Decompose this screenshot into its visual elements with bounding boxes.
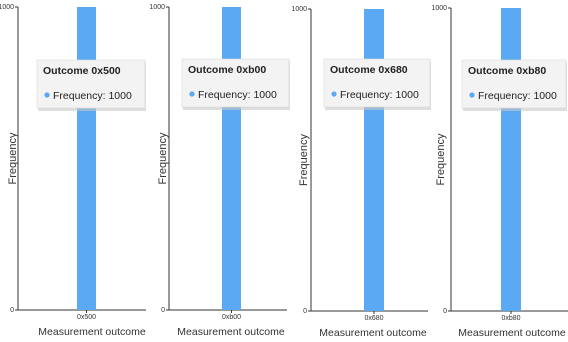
bar[interactable] xyxy=(77,7,96,310)
y-axis-title: Frequency xyxy=(7,132,19,184)
series-dot-icon xyxy=(469,92,475,98)
tooltip: Outcome 0xb80 Frequency: 1000 xyxy=(461,59,567,111)
tooltip-text: Frequency: 1000 xyxy=(340,89,419,101)
tooltip-title: Outcome 0xb00 xyxy=(188,64,266,76)
tooltip-box xyxy=(36,59,146,109)
y-tick-label: 1000 xyxy=(149,4,165,11)
series-dot-icon xyxy=(189,91,195,97)
series-dot-icon xyxy=(331,91,337,97)
tooltip: Outcome 0x680 Frequency: 1000 xyxy=(323,58,431,110)
tooltip: Outcome 0xb00 Frequency: 1000 xyxy=(181,58,290,110)
tooltip-title: Outcome 0x500 xyxy=(43,65,121,77)
chart-panel: 1000 0 0xb80 Frequency Measurement outcome Ou… xyxy=(431,5,568,339)
y-tick-label: 0 xyxy=(161,307,165,314)
bar[interactable] xyxy=(222,7,241,310)
x-tick-label: 0x500 xyxy=(77,314,96,321)
y-axis-title: Frequency xyxy=(157,132,169,184)
y-tick-label: 1000 xyxy=(431,5,447,12)
x-tick-label: 0x680 xyxy=(364,315,383,322)
tooltip-title: Outcome 0xb80 xyxy=(468,65,546,77)
tooltip: Outcome 0x500 Frequency: 1000 xyxy=(36,59,146,111)
x-tick-label: 0xb00 xyxy=(222,314,241,321)
x-axis-title: Measurement outcome xyxy=(177,326,285,338)
tooltip-box xyxy=(181,58,290,108)
tooltip-text: Frequency: 1000 xyxy=(53,90,132,102)
series-dot-icon xyxy=(44,92,50,98)
chart-panel: 1000 0 0x500 Frequency Measurement outcome Ou… xyxy=(0,4,146,338)
x-axis-title: Measurement outcome xyxy=(458,327,566,339)
y-tick-label: 1000 xyxy=(0,4,14,11)
chart-panel: 1000 0 0x680 Frequency Measurement outcome Ou… xyxy=(291,6,431,339)
tooltip-title: Outcome 0x680 xyxy=(330,64,408,76)
bar[interactable] xyxy=(364,9,384,311)
tooltip-text: Frequency: 1000 xyxy=(198,89,277,101)
x-tick-label: 0xb80 xyxy=(501,315,520,322)
chart-panel: 1000 0 0xb00 Frequency Measurement outcome Ou… xyxy=(149,4,290,338)
y-tick-label: 0 xyxy=(443,308,447,315)
tooltip-box xyxy=(461,59,567,109)
tooltip-box xyxy=(323,58,431,108)
y-tick-label: 0 xyxy=(10,307,14,314)
bar[interactable] xyxy=(501,8,521,311)
x-axis-title: Measurement outcome xyxy=(38,326,146,338)
y-tick-label: 0 xyxy=(303,308,307,315)
y-axis-title: Frequency xyxy=(298,134,310,186)
y-tick-label: 1000 xyxy=(291,6,307,13)
tooltip-text: Frequency: 1000 xyxy=(478,90,557,102)
x-axis-title: Measurement outcome xyxy=(319,327,427,339)
y-axis-title: Frequency xyxy=(435,133,447,185)
